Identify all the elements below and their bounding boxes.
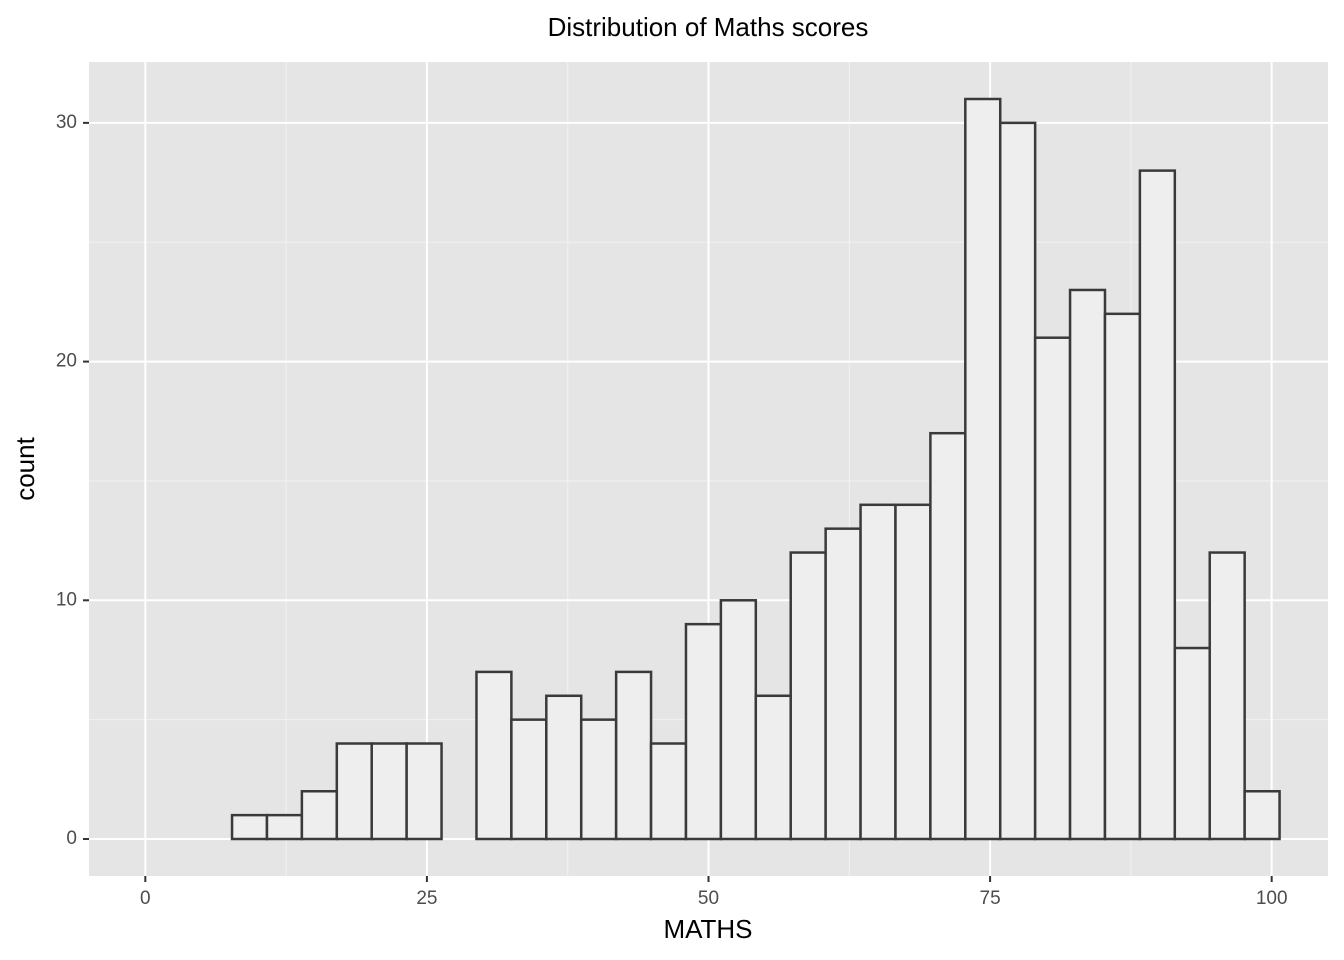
bar xyxy=(265,813,304,841)
bar xyxy=(789,551,827,841)
bar xyxy=(719,599,758,841)
y-tick-label: 10 xyxy=(56,589,77,610)
bar xyxy=(1103,312,1142,841)
x-tick-label: 75 xyxy=(980,888,1001,909)
bar xyxy=(1208,551,1246,841)
bar xyxy=(370,742,408,841)
chart-title: Distribution of Maths scores xyxy=(548,12,869,42)
y-tick-label: 20 xyxy=(56,351,77,372)
bar xyxy=(300,790,339,841)
bar xyxy=(335,742,373,841)
bar xyxy=(1243,790,1281,841)
bar xyxy=(405,742,443,841)
bar xyxy=(614,670,653,841)
y-tick-label: 30 xyxy=(56,112,77,133)
bar xyxy=(894,503,932,841)
bar xyxy=(929,431,967,841)
bar xyxy=(579,718,618,841)
bar xyxy=(649,742,688,841)
bar xyxy=(475,670,513,841)
x-tick-label: 0 xyxy=(140,888,151,909)
x-tick-label: 100 xyxy=(1256,888,1288,909)
bar xyxy=(1173,646,1211,841)
bar xyxy=(230,813,269,841)
bar xyxy=(684,622,723,841)
bar xyxy=(545,694,583,841)
x-tick-label: 50 xyxy=(698,888,719,909)
bar xyxy=(859,503,897,841)
bar xyxy=(998,121,1037,841)
bar xyxy=(510,718,548,841)
bar xyxy=(824,527,862,841)
y-tick-label: 0 xyxy=(66,828,77,849)
bar xyxy=(1068,288,1107,841)
x-axis-title: MATHS xyxy=(663,914,752,944)
bar xyxy=(1033,336,1072,841)
x-tick-label: 25 xyxy=(416,888,437,909)
bar xyxy=(964,97,1002,841)
y-axis-title: count xyxy=(10,436,40,500)
bar xyxy=(754,694,792,841)
bar xyxy=(1138,169,1177,841)
